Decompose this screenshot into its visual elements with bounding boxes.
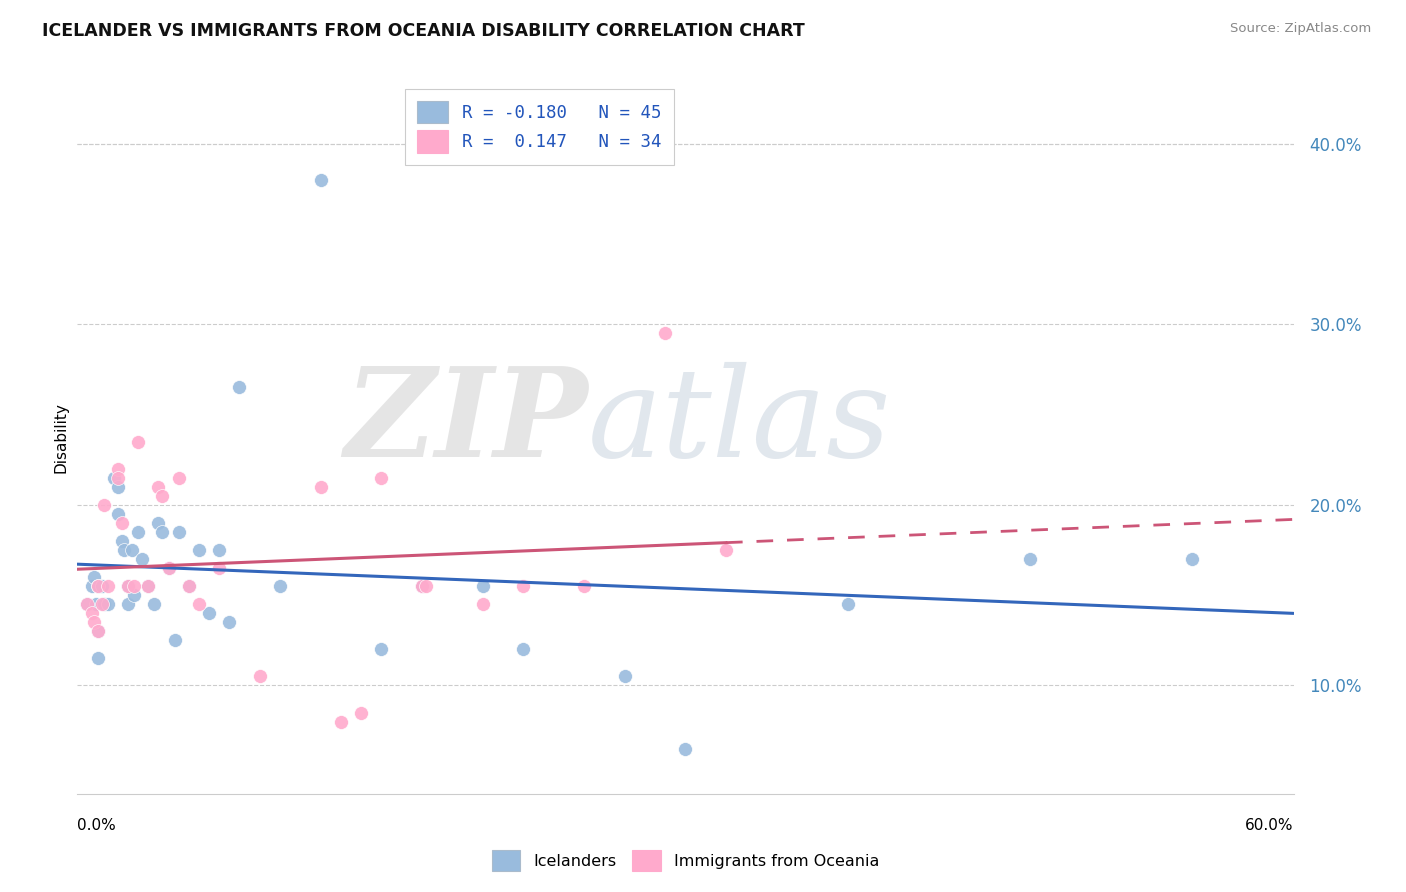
Point — [93, 498, 115, 512]
Point — [107, 507, 129, 521]
Text: ZIP: ZIP — [344, 362, 588, 483]
Point — [112, 543, 135, 558]
Point — [411, 579, 433, 593]
Point — [837, 597, 859, 611]
Point — [97, 597, 120, 611]
Point — [136, 579, 159, 593]
Point — [80, 579, 103, 593]
Point — [86, 651, 108, 665]
Point — [76, 597, 98, 611]
Text: ICELANDER VS IMMIGRANTS FROM OCEANIA DISABILITY CORRELATION CHART: ICELANDER VS IMMIGRANTS FROM OCEANIA DIS… — [42, 22, 804, 40]
Point — [143, 597, 166, 611]
Point — [329, 714, 352, 729]
Point — [152, 489, 174, 503]
Point — [148, 516, 170, 530]
Point — [90, 579, 112, 593]
Point — [228, 380, 250, 394]
Point — [107, 471, 129, 485]
Point — [148, 480, 170, 494]
Point — [218, 615, 240, 630]
Point — [111, 516, 134, 530]
Point — [613, 669, 636, 683]
Point — [83, 570, 105, 584]
Point — [198, 606, 221, 620]
Point — [249, 669, 271, 683]
Point — [122, 588, 145, 602]
Point — [512, 642, 534, 657]
Point — [157, 561, 180, 575]
Point — [1181, 552, 1204, 566]
Point — [76, 597, 98, 611]
Point — [117, 579, 139, 593]
Point — [309, 172, 332, 186]
Text: Source: ZipAtlas.com: Source: ZipAtlas.com — [1230, 22, 1371, 36]
Point — [208, 561, 231, 575]
Point — [122, 579, 145, 593]
Point — [127, 434, 149, 449]
Point — [167, 471, 190, 485]
Point — [84, 597, 107, 611]
Point — [157, 561, 180, 575]
Point — [1019, 552, 1042, 566]
Point — [188, 597, 211, 611]
Point — [111, 533, 134, 548]
Text: 0.0%: 0.0% — [77, 818, 117, 832]
Point — [97, 579, 120, 593]
Point — [86, 579, 108, 593]
Point — [411, 579, 433, 593]
Point — [370, 471, 392, 485]
Legend: Icelanders, Immigrants from Oceania: Icelanders, Immigrants from Oceania — [484, 842, 887, 879]
Text: atlas: atlas — [588, 362, 891, 483]
Point — [167, 524, 190, 539]
Point — [117, 579, 139, 593]
Point — [309, 480, 332, 494]
Point — [121, 543, 143, 558]
Point — [136, 579, 159, 593]
Point — [572, 579, 595, 593]
Point — [93, 597, 115, 611]
Point — [350, 706, 373, 720]
Point — [208, 543, 231, 558]
Point — [86, 624, 108, 639]
Point — [471, 597, 494, 611]
Point — [107, 461, 129, 475]
Point — [107, 480, 129, 494]
Y-axis label: Disability: Disability — [53, 401, 69, 473]
Point — [83, 615, 105, 630]
Point — [163, 633, 186, 648]
Point — [512, 579, 534, 593]
Point — [415, 579, 437, 593]
Text: 60.0%: 60.0% — [1246, 818, 1294, 832]
Point — [714, 543, 737, 558]
Point — [654, 326, 676, 341]
Point — [127, 524, 149, 539]
Point — [177, 579, 200, 593]
Point — [675, 741, 697, 756]
Point — [188, 543, 211, 558]
Point — [80, 606, 103, 620]
Point — [471, 579, 494, 593]
Point — [103, 471, 125, 485]
Point — [90, 597, 112, 611]
Point — [117, 597, 139, 611]
Point — [177, 579, 200, 593]
Point — [370, 642, 392, 657]
Point — [86, 579, 108, 593]
Point — [131, 552, 153, 566]
Point — [269, 579, 291, 593]
Point — [86, 624, 108, 639]
Point — [152, 524, 174, 539]
